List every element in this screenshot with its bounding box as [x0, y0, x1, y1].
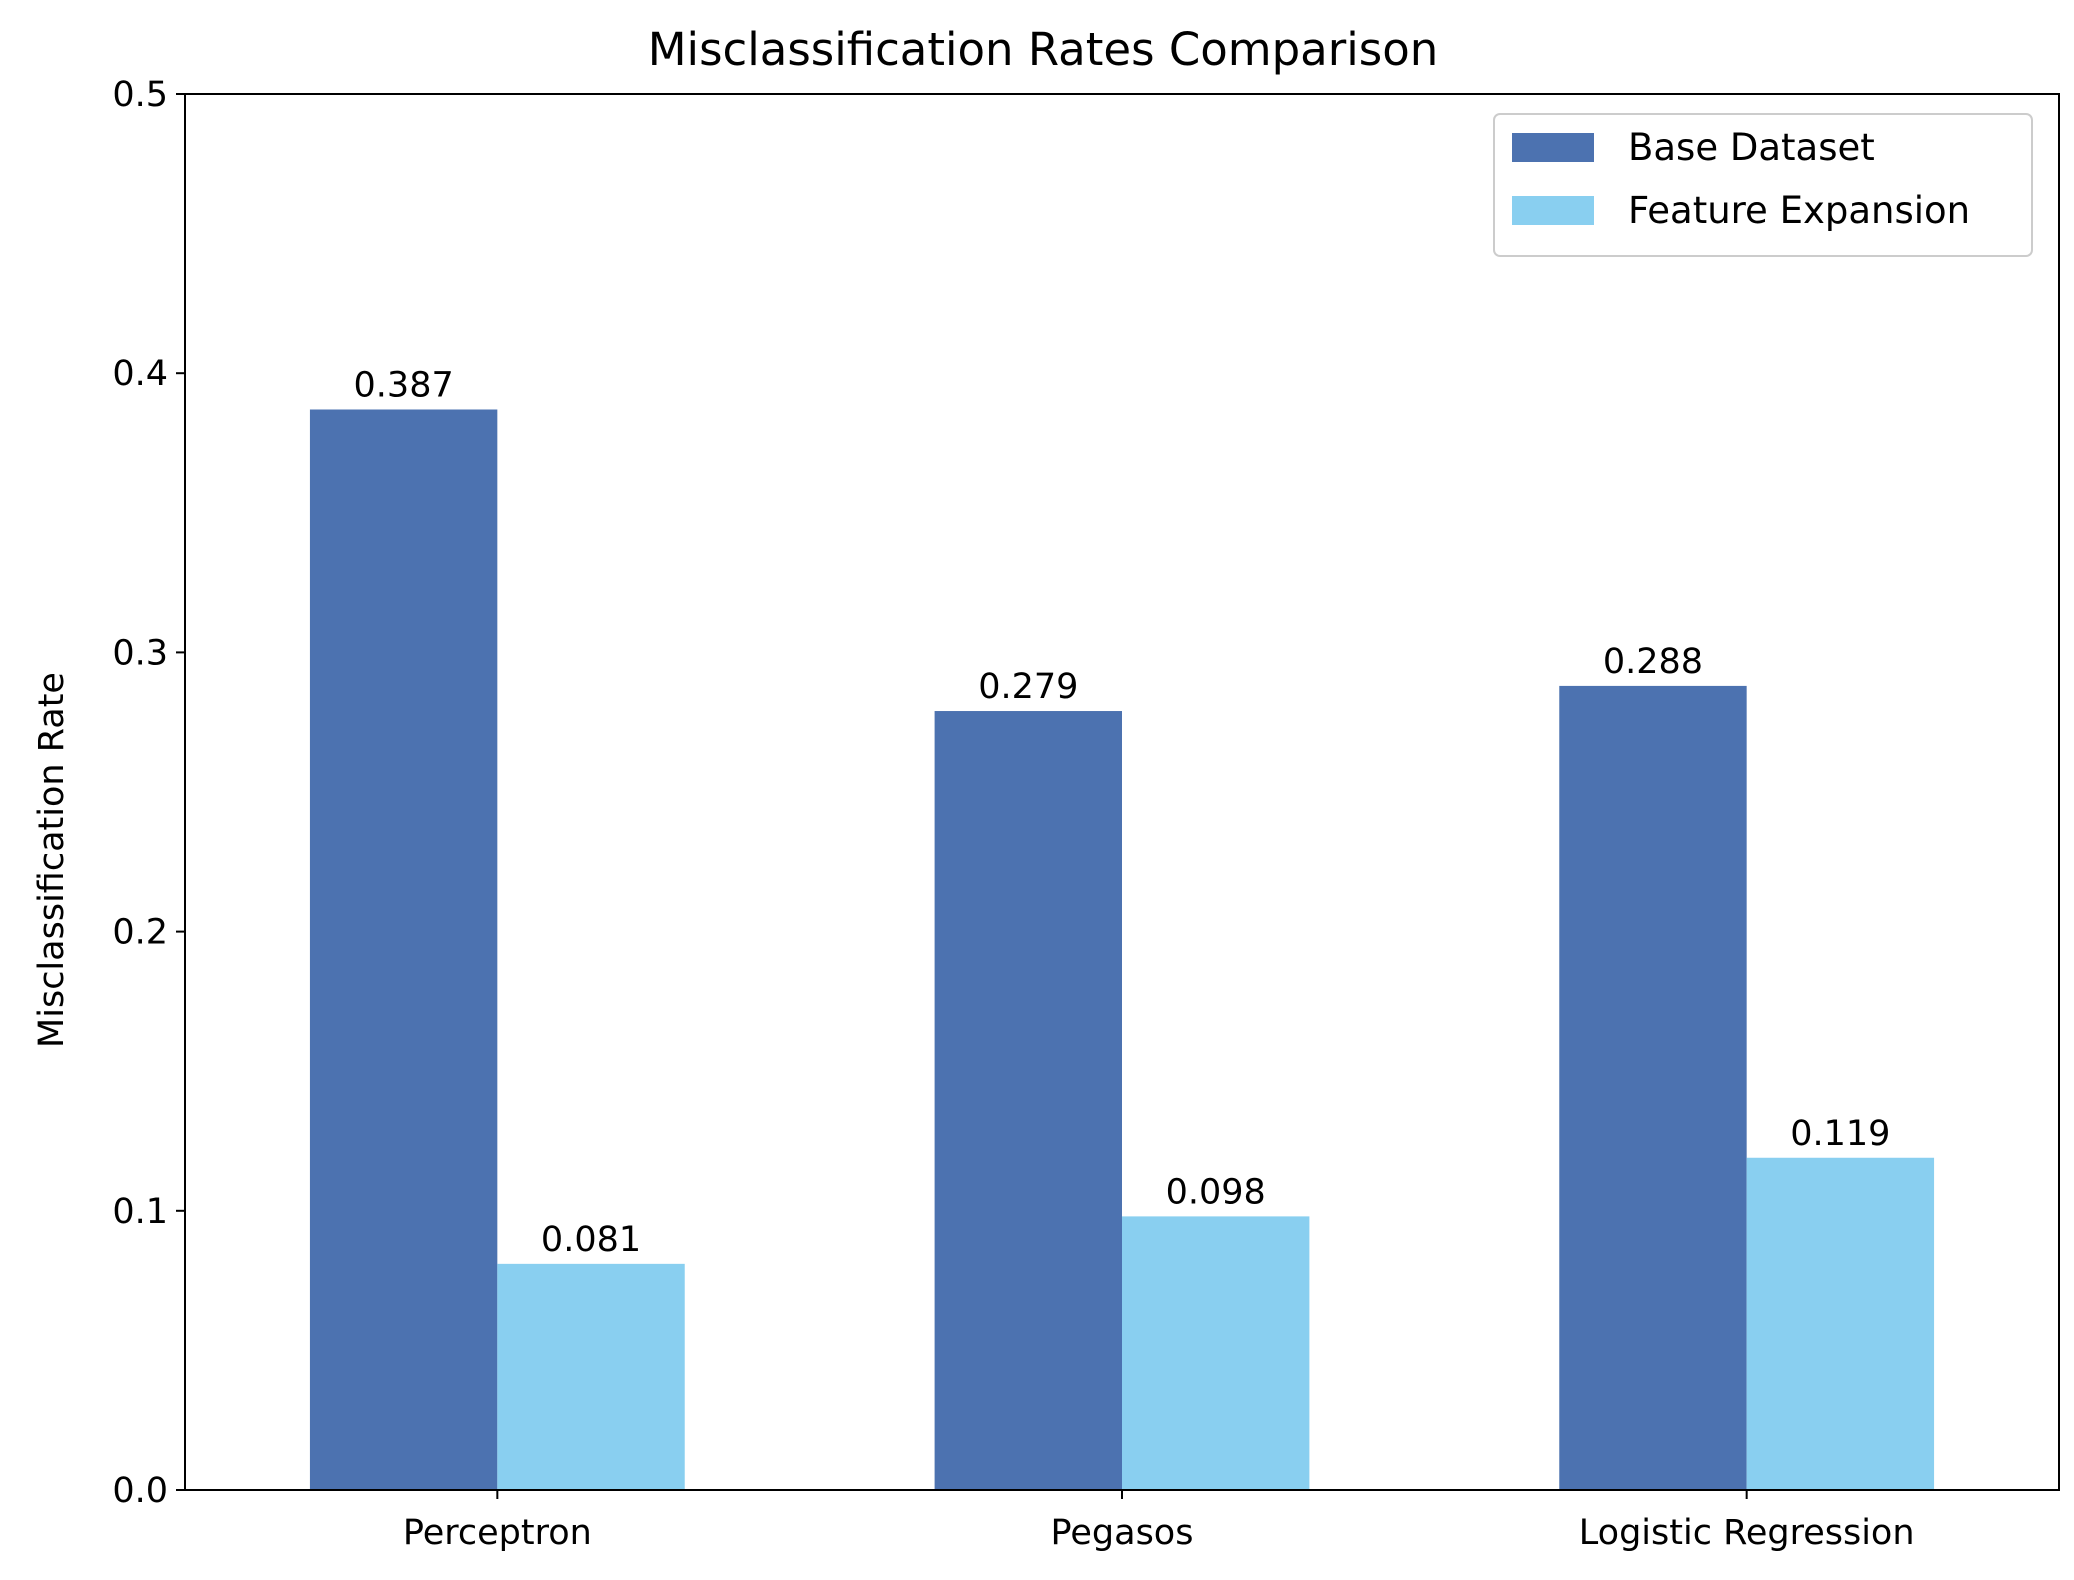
x-tick-label: Pegasos [1051, 1513, 1194, 1553]
bar [497, 1263, 685, 1490]
bar [1122, 1216, 1310, 1490]
legend-swatch [1512, 133, 1594, 162]
y-tick-label: 0.4 [112, 354, 168, 394]
axes-frame [184, 93, 2060, 1491]
x-tick-label: Perceptron [403, 1513, 592, 1553]
y-axis-label: Misclassification Rate [32, 672, 72, 1048]
chart-title: Misclassification Rates Comparison [648, 23, 1439, 76]
data-label: 0.387 [354, 365, 454, 405]
y-tick-label: 0.0 [112, 1471, 168, 1511]
data-label: 0.081 [541, 1220, 641, 1260]
legend-box [1493, 113, 2033, 257]
y-tick-label: 0.5 [112, 75, 168, 115]
legend-label: Feature Expansion [1628, 189, 1970, 232]
x-tick-label: Logistic Regression [1579, 1513, 1915, 1553]
y-tick-label: 0.3 [112, 633, 168, 673]
legend-swatch [1512, 196, 1594, 225]
bar [309, 409, 498, 1491]
y-tick-label: 0.2 [112, 913, 168, 953]
data-label: 0.119 [1790, 1114, 1890, 1154]
legend-label: Base Dataset [1628, 126, 1875, 169]
plot-area: 0.387 0.081 Perceptron 0.279 0.098 Pegasos 0.2… [112, 75, 2060, 1553]
bar [1559, 685, 1747, 1490]
data-label: 0.279 [978, 667, 1078, 707]
bar [934, 711, 1122, 1490]
y-tick-label: 0.1 [112, 1192, 168, 1232]
legend: Base Dataset Feature Expansion [1493, 113, 2033, 257]
data-label: 0.288 [1603, 642, 1703, 682]
bar [1746, 1157, 1935, 1490]
data-label: 0.098 [1166, 1172, 1266, 1212]
